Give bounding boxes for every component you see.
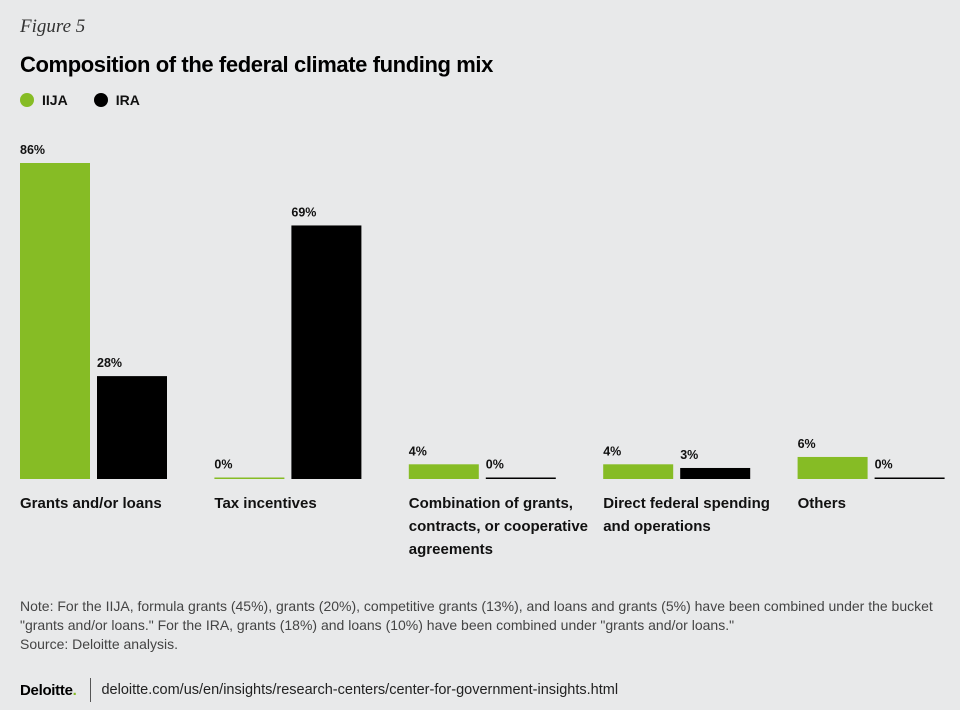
bar-ira-4: [874, 477, 945, 479]
footer-divider: [90, 678, 92, 702]
bar-iija-2: [408, 464, 479, 479]
logo-text: Deloitte: [20, 681, 73, 699]
bar-ira-1: [291, 225, 362, 479]
value-label: 0%: [875, 458, 893, 472]
category-label: Grants and/or loans: [20, 495, 162, 512]
legend-item-ira: IRA: [93, 92, 140, 108]
value-label: 6%: [798, 437, 816, 451]
value-label: 28%: [97, 356, 122, 370]
bar-ira-2: [485, 477, 556, 479]
bar-ira-3: [680, 467, 751, 479]
bar-iija-0: [20, 163, 90, 479]
value-label: 69%: [291, 205, 316, 219]
bar-iija-1: [214, 477, 285, 479]
bar-iija-4: [797, 456, 868, 479]
bar-chart: 86% 28% Grants and/or loans 0% 69% Tax incent…: [20, 143, 945, 558]
bar-iija-3: [603, 464, 674, 479]
legend-label-ira: IRA: [115, 92, 140, 108]
value-label: 4%: [603, 444, 621, 458]
footer-url[interactable]: deloitte.com/us/en/insights/research-cen…: [101, 682, 619, 698]
chart-title: Composition of the federal climate fundi…: [20, 52, 493, 77]
value-label: 4%: [409, 444, 427, 458]
bar-ira-0: [97, 376, 167, 479]
category-label: and operations: [603, 518, 711, 535]
category-label: agreements: [409, 541, 493, 558]
note-line: "grants and/or loans." For the IRA, gran…: [20, 617, 735, 633]
value-label: 3%: [680, 448, 698, 462]
legend-swatch-ira: [93, 93, 108, 107]
category-label: Tax incentives: [214, 495, 316, 512]
footer: Deloitte. deloitte.com/us/en/insights/re…: [20, 678, 618, 702]
legend-label-iija: IIJA: [42, 92, 68, 108]
figure-label: Figure 5: [20, 16, 86, 37]
value-label: 0%: [486, 458, 504, 472]
legend-item-iija: IIJA: [20, 92, 68, 108]
note-line: Note: For the IIJA, formula grants (45%)…: [20, 598, 933, 614]
category-label: Direct federal spending: [603, 495, 770, 512]
category-label: contracts, or cooperative: [409, 518, 588, 535]
legend: IIJA IRA: [20, 92, 140, 108]
deloitte-logo: Deloitte.: [20, 681, 77, 699]
value-label: 0%: [214, 458, 232, 472]
note: Note: For the IIJA, formula grants (45%)…: [20, 597, 940, 654]
category-label: Others: [798, 495, 846, 512]
logo-dot: .: [72, 681, 77, 699]
legend-swatch-iija: [20, 93, 34, 107]
category-label: Combination of grants,: [409, 495, 573, 512]
source-line: Source: Deloitte analysis.: [20, 636, 178, 652]
value-label: 86%: [20, 143, 45, 157]
